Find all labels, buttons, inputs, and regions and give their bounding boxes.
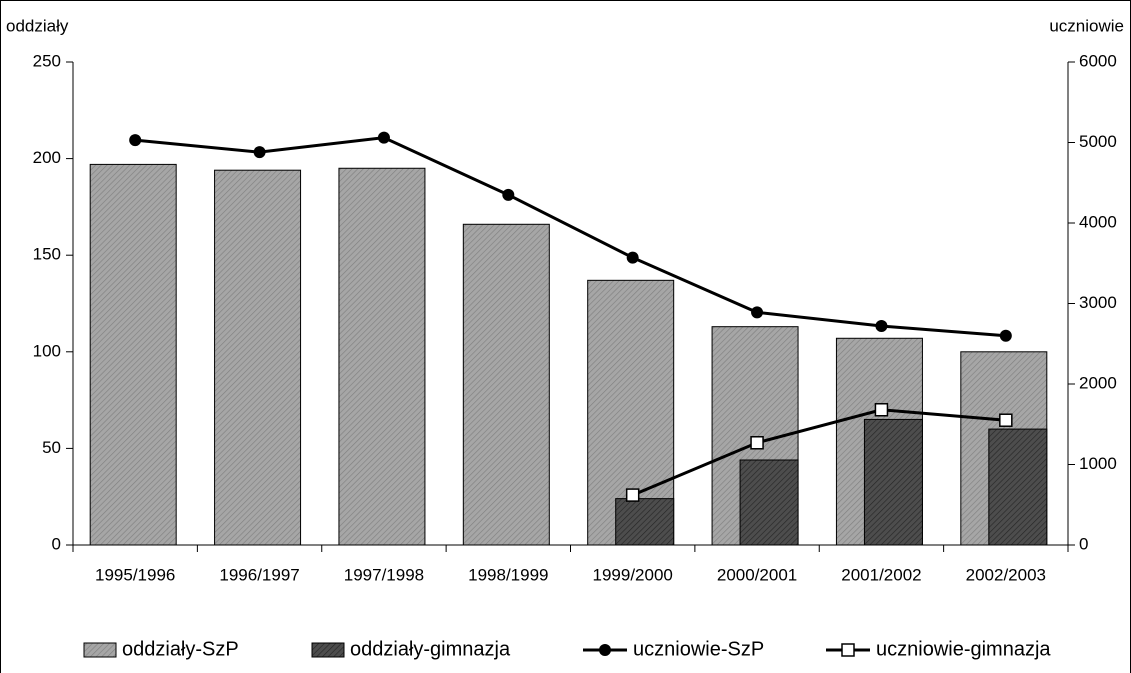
bar <box>863 418 923 546</box>
marker <box>999 329 1012 342</box>
legend-label: uczniowie-SzP <box>633 638 764 660</box>
marker <box>626 251 639 264</box>
y2-tick-label: 3000 <box>1079 293 1117 312</box>
bar <box>615 498 675 546</box>
x-tick-label: 2000/2001 <box>717 565 797 584</box>
x-tick-label: 1998/1999 <box>468 565 548 584</box>
bar <box>89 163 177 546</box>
y2-tick-label: 5000 <box>1079 132 1117 151</box>
marker <box>874 403 889 417</box>
y-tick-label: 50 <box>42 438 61 457</box>
marker <box>502 188 515 201</box>
marker <box>129 134 142 147</box>
y-tick-label: 200 <box>33 148 61 167</box>
y-axis-label: oddziały <box>6 16 69 35</box>
legend-swatch <box>83 642 117 658</box>
y2-tick-label: 2000 <box>1079 373 1117 392</box>
marker <box>750 436 764 450</box>
y2-tick-label: 4000 <box>1079 212 1117 231</box>
x-tick-label: 2001/2002 <box>841 565 921 584</box>
y2-tick-label: 6000 <box>1079 51 1117 70</box>
legend-label: uczniowie-gimnazja <box>876 638 1051 660</box>
marker <box>253 146 266 159</box>
bar <box>338 167 426 546</box>
y2-tick-label: 1000 <box>1079 454 1117 473</box>
marker <box>875 320 888 333</box>
marker <box>625 488 640 502</box>
legend-marker <box>841 643 855 657</box>
line <box>135 136 1006 338</box>
bar <box>988 428 1048 546</box>
y2-tick-label: 0 <box>1079 534 1088 553</box>
legend-label: oddziały-SzP <box>122 638 239 660</box>
x-tick-label: 1999/2000 <box>593 565 673 584</box>
legend-swatch <box>311 642 345 658</box>
marker <box>999 413 1013 427</box>
bar <box>739 459 799 546</box>
bar <box>462 223 550 546</box>
legend-label: oddziały-gimnazja <box>350 638 511 660</box>
y-tick-label: 100 <box>33 341 61 360</box>
y-tick-label: 250 <box>33 51 61 70</box>
bar <box>214 169 302 546</box>
x-tick-label: 1995/1996 <box>95 565 175 584</box>
y-tick-label: 150 <box>33 245 61 264</box>
marker <box>377 131 390 144</box>
x-tick-label: 1996/1997 <box>219 565 299 584</box>
y-tick-label: 0 <box>52 534 61 553</box>
y2-axis-label: uczniowie <box>1049 16 1124 35</box>
line <box>632 408 1006 497</box>
marker <box>751 306 764 319</box>
x-tick-label: 2002/2003 <box>966 565 1046 584</box>
x-tick-label: 1997/1998 <box>344 565 424 584</box>
legend-marker <box>599 644 611 656</box>
